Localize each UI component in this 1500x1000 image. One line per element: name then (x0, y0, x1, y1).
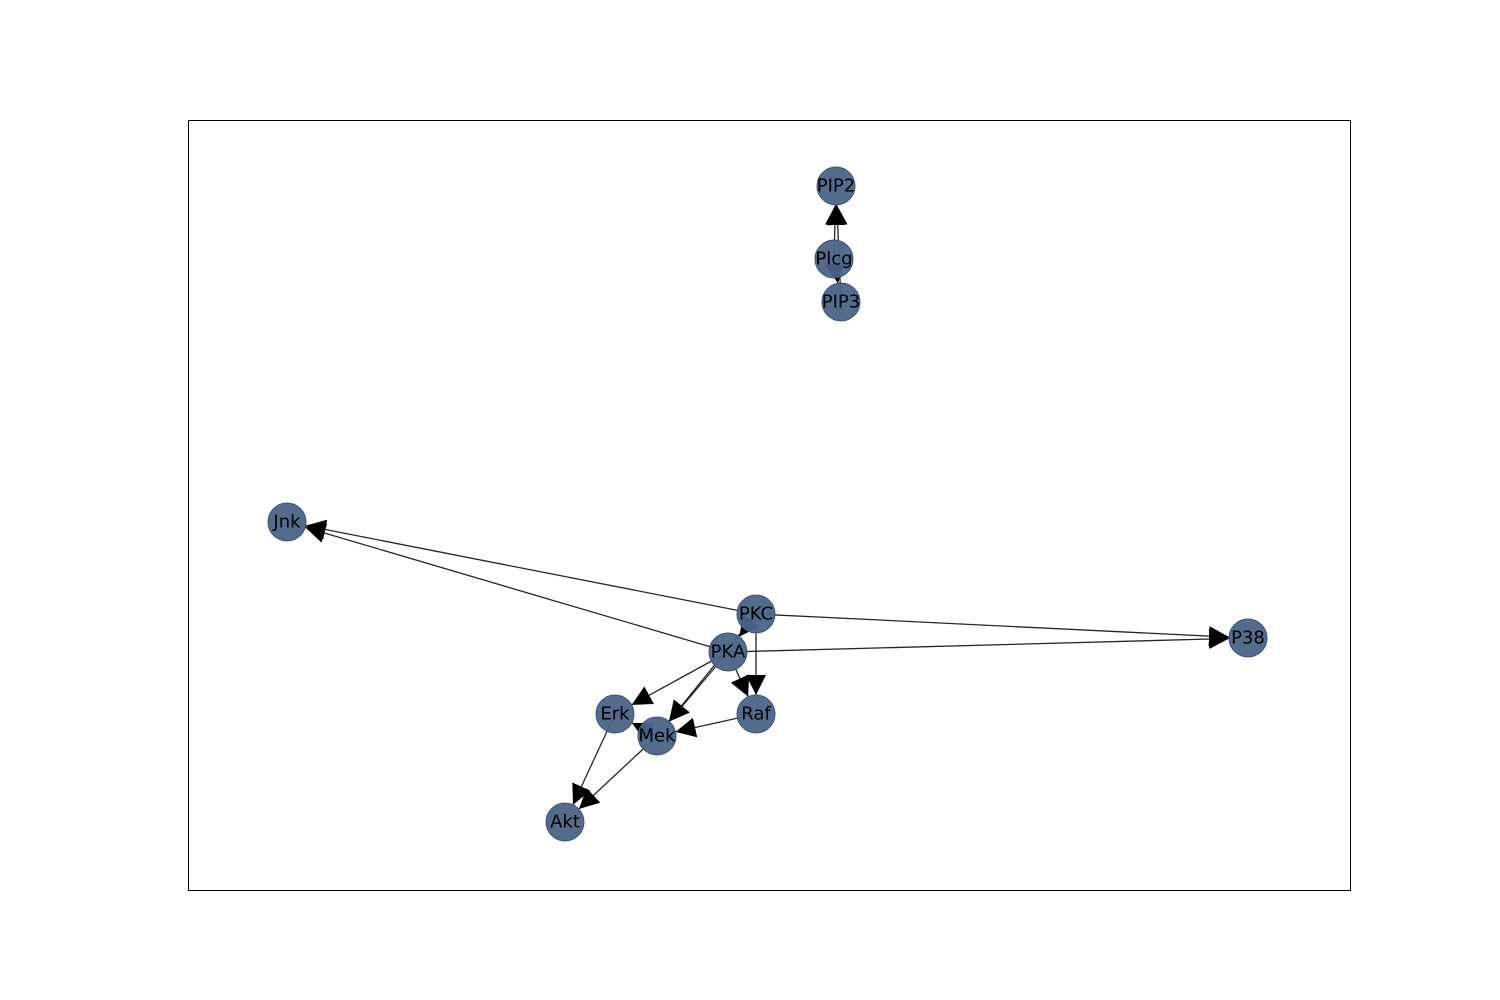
node-label: Erk (600, 704, 630, 725)
node-plcg: Plcg (814, 239, 854, 279)
node-raf: Raf (736, 694, 776, 734)
node-circle (637, 716, 677, 756)
node-circle (708, 632, 748, 672)
node-label: PIP2 (817, 176, 855, 197)
edge-pka-to-jnk (305, 523, 729, 653)
node-circle (816, 166, 856, 206)
edge-pkc-to-jnk (305, 519, 757, 615)
node-akt: Akt (545, 802, 585, 842)
node-pkc: PKC (736, 594, 776, 634)
node-circle (545, 802, 585, 842)
node-label: Mek (638, 726, 676, 747)
node-erk: Erk (595, 694, 635, 734)
node-circle (814, 239, 854, 279)
node-circle (736, 694, 776, 734)
node-circle (1228, 618, 1268, 658)
node-pip2: PIP2 (816, 166, 856, 206)
node-label: Plcg (815, 249, 852, 270)
node-pip3: PIP3 (821, 282, 861, 322)
node-p38: P38 (1228, 618, 1268, 658)
node-label: PIP3 (822, 292, 860, 313)
node-circle (595, 694, 635, 734)
node-circle (821, 282, 861, 322)
edge-pka-to-p38 (727, 629, 1230, 653)
node-circle (267, 502, 307, 542)
nodes-layer: PIP2 Plcg PIP3 Jnk PKC P38 PKA Erk Raf Mek Akt (267, 166, 1268, 842)
plot-frame (188, 120, 1351, 891)
node-mek: Mek (637, 716, 677, 756)
edge-pkc-to-mek (668, 613, 757, 722)
node-label: Jnk (272, 512, 301, 533)
node-label: PKA (711, 642, 746, 663)
node-label: PKC (739, 604, 773, 625)
node-pka: PKA (708, 632, 748, 672)
node-circle (736, 594, 776, 634)
node-label: Raf (741, 704, 771, 725)
node-label: Akt (550, 812, 580, 833)
node-label: P38 (1231, 628, 1265, 649)
node-jnk: Jnk (267, 502, 307, 542)
edge-pkc-to-p38 (755, 613, 1230, 647)
